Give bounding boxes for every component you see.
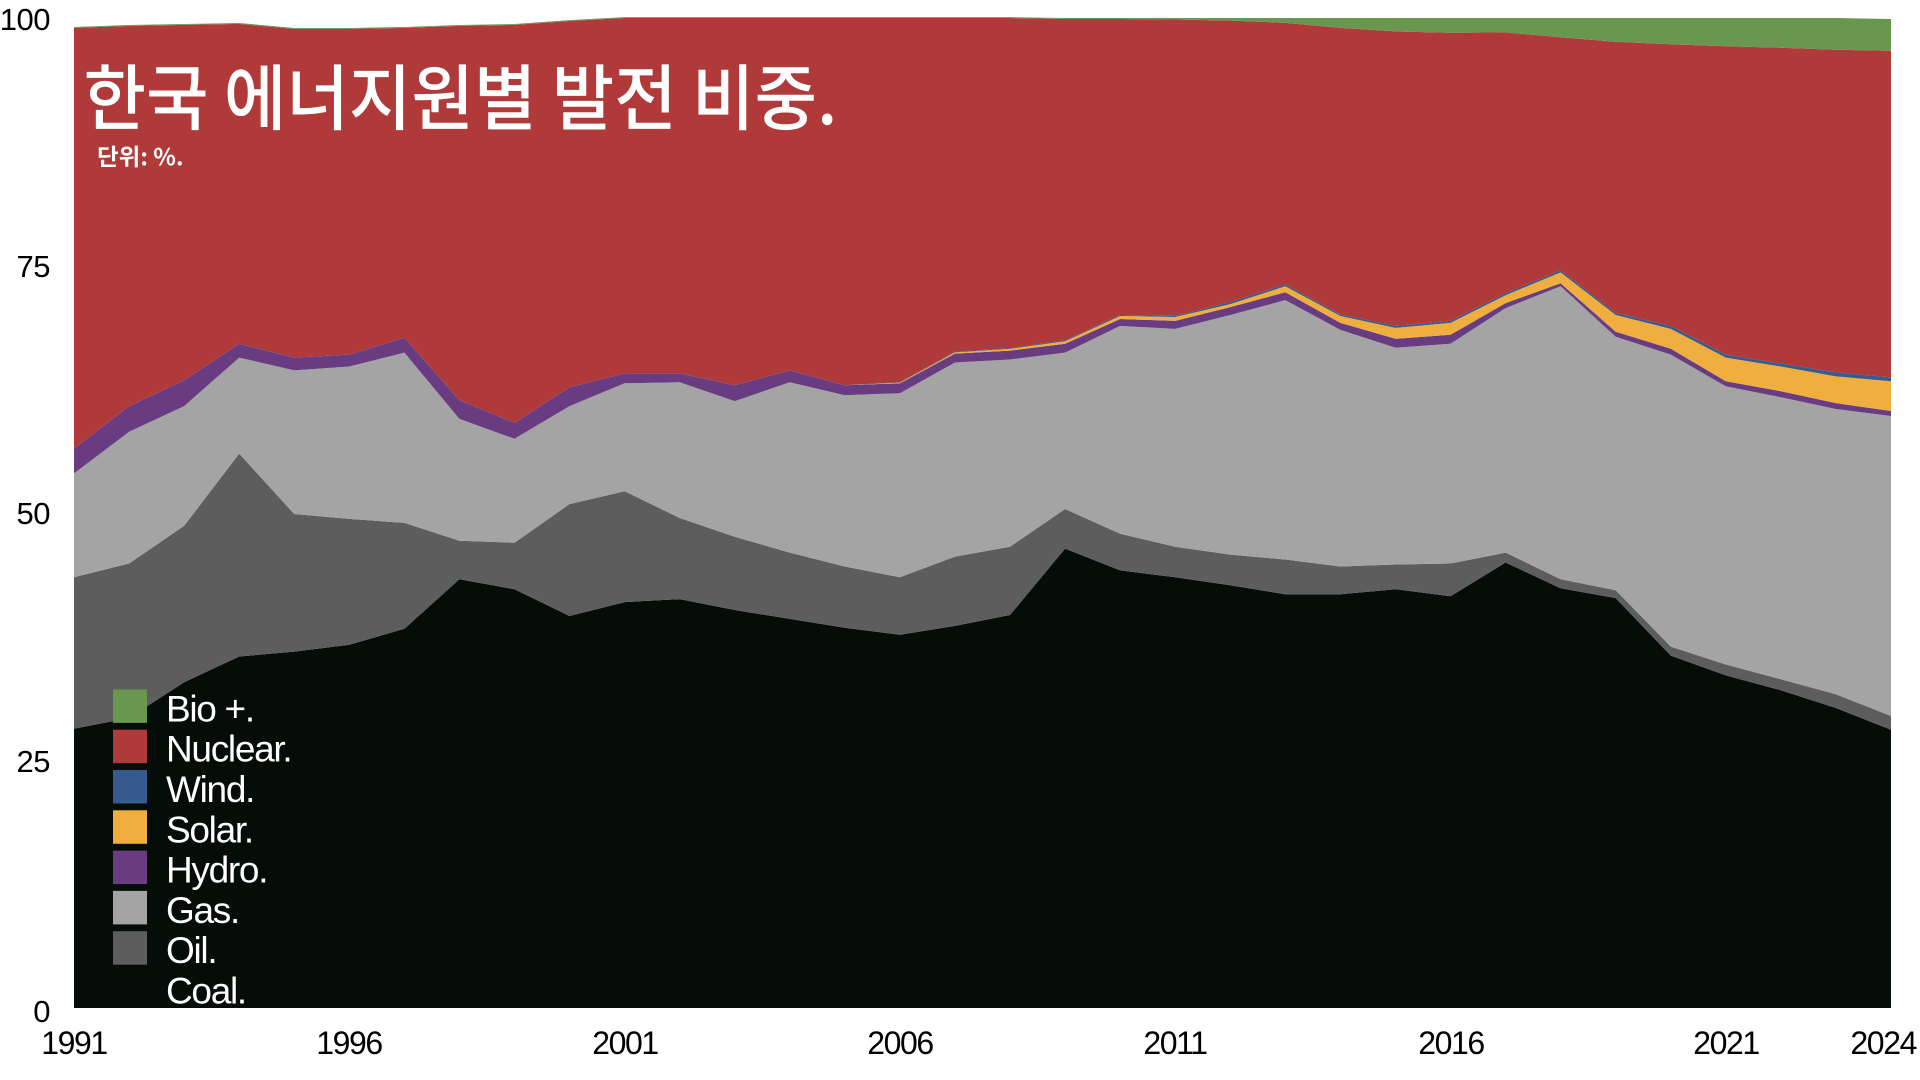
svg-text:2001: 2001 [592,1025,658,1061]
svg-text:1991: 1991 [41,1025,107,1061]
svg-text:2024: 2024 [1850,1025,1916,1061]
svg-text:Solar.: Solar. [166,809,253,850]
svg-text:50: 50 [17,496,51,531]
svg-text:75: 75 [17,249,50,284]
svg-text:Hydro.: Hydro. [166,850,267,891]
svg-text:0: 0 [33,994,50,1029]
svg-text:2021: 2021 [1693,1025,1759,1061]
svg-text:2011: 2011 [1143,1025,1207,1061]
svg-text:Gas.: Gas. [166,890,239,931]
svg-text:1996: 1996 [316,1025,382,1061]
svg-text:25: 25 [17,744,50,779]
svg-text:Wind.: Wind. [166,769,254,810]
svg-text:Oil.: Oil. [166,930,216,971]
svg-text:2016: 2016 [1418,1025,1484,1061]
svg-text:100: 100 [0,2,50,37]
svg-text:Nuclear.: Nuclear. [166,729,291,770]
svg-text:2006: 2006 [867,1025,933,1061]
svg-text:Bio +.: Bio +. [166,688,254,729]
svg-text:Coal.: Coal. [166,971,246,1012]
